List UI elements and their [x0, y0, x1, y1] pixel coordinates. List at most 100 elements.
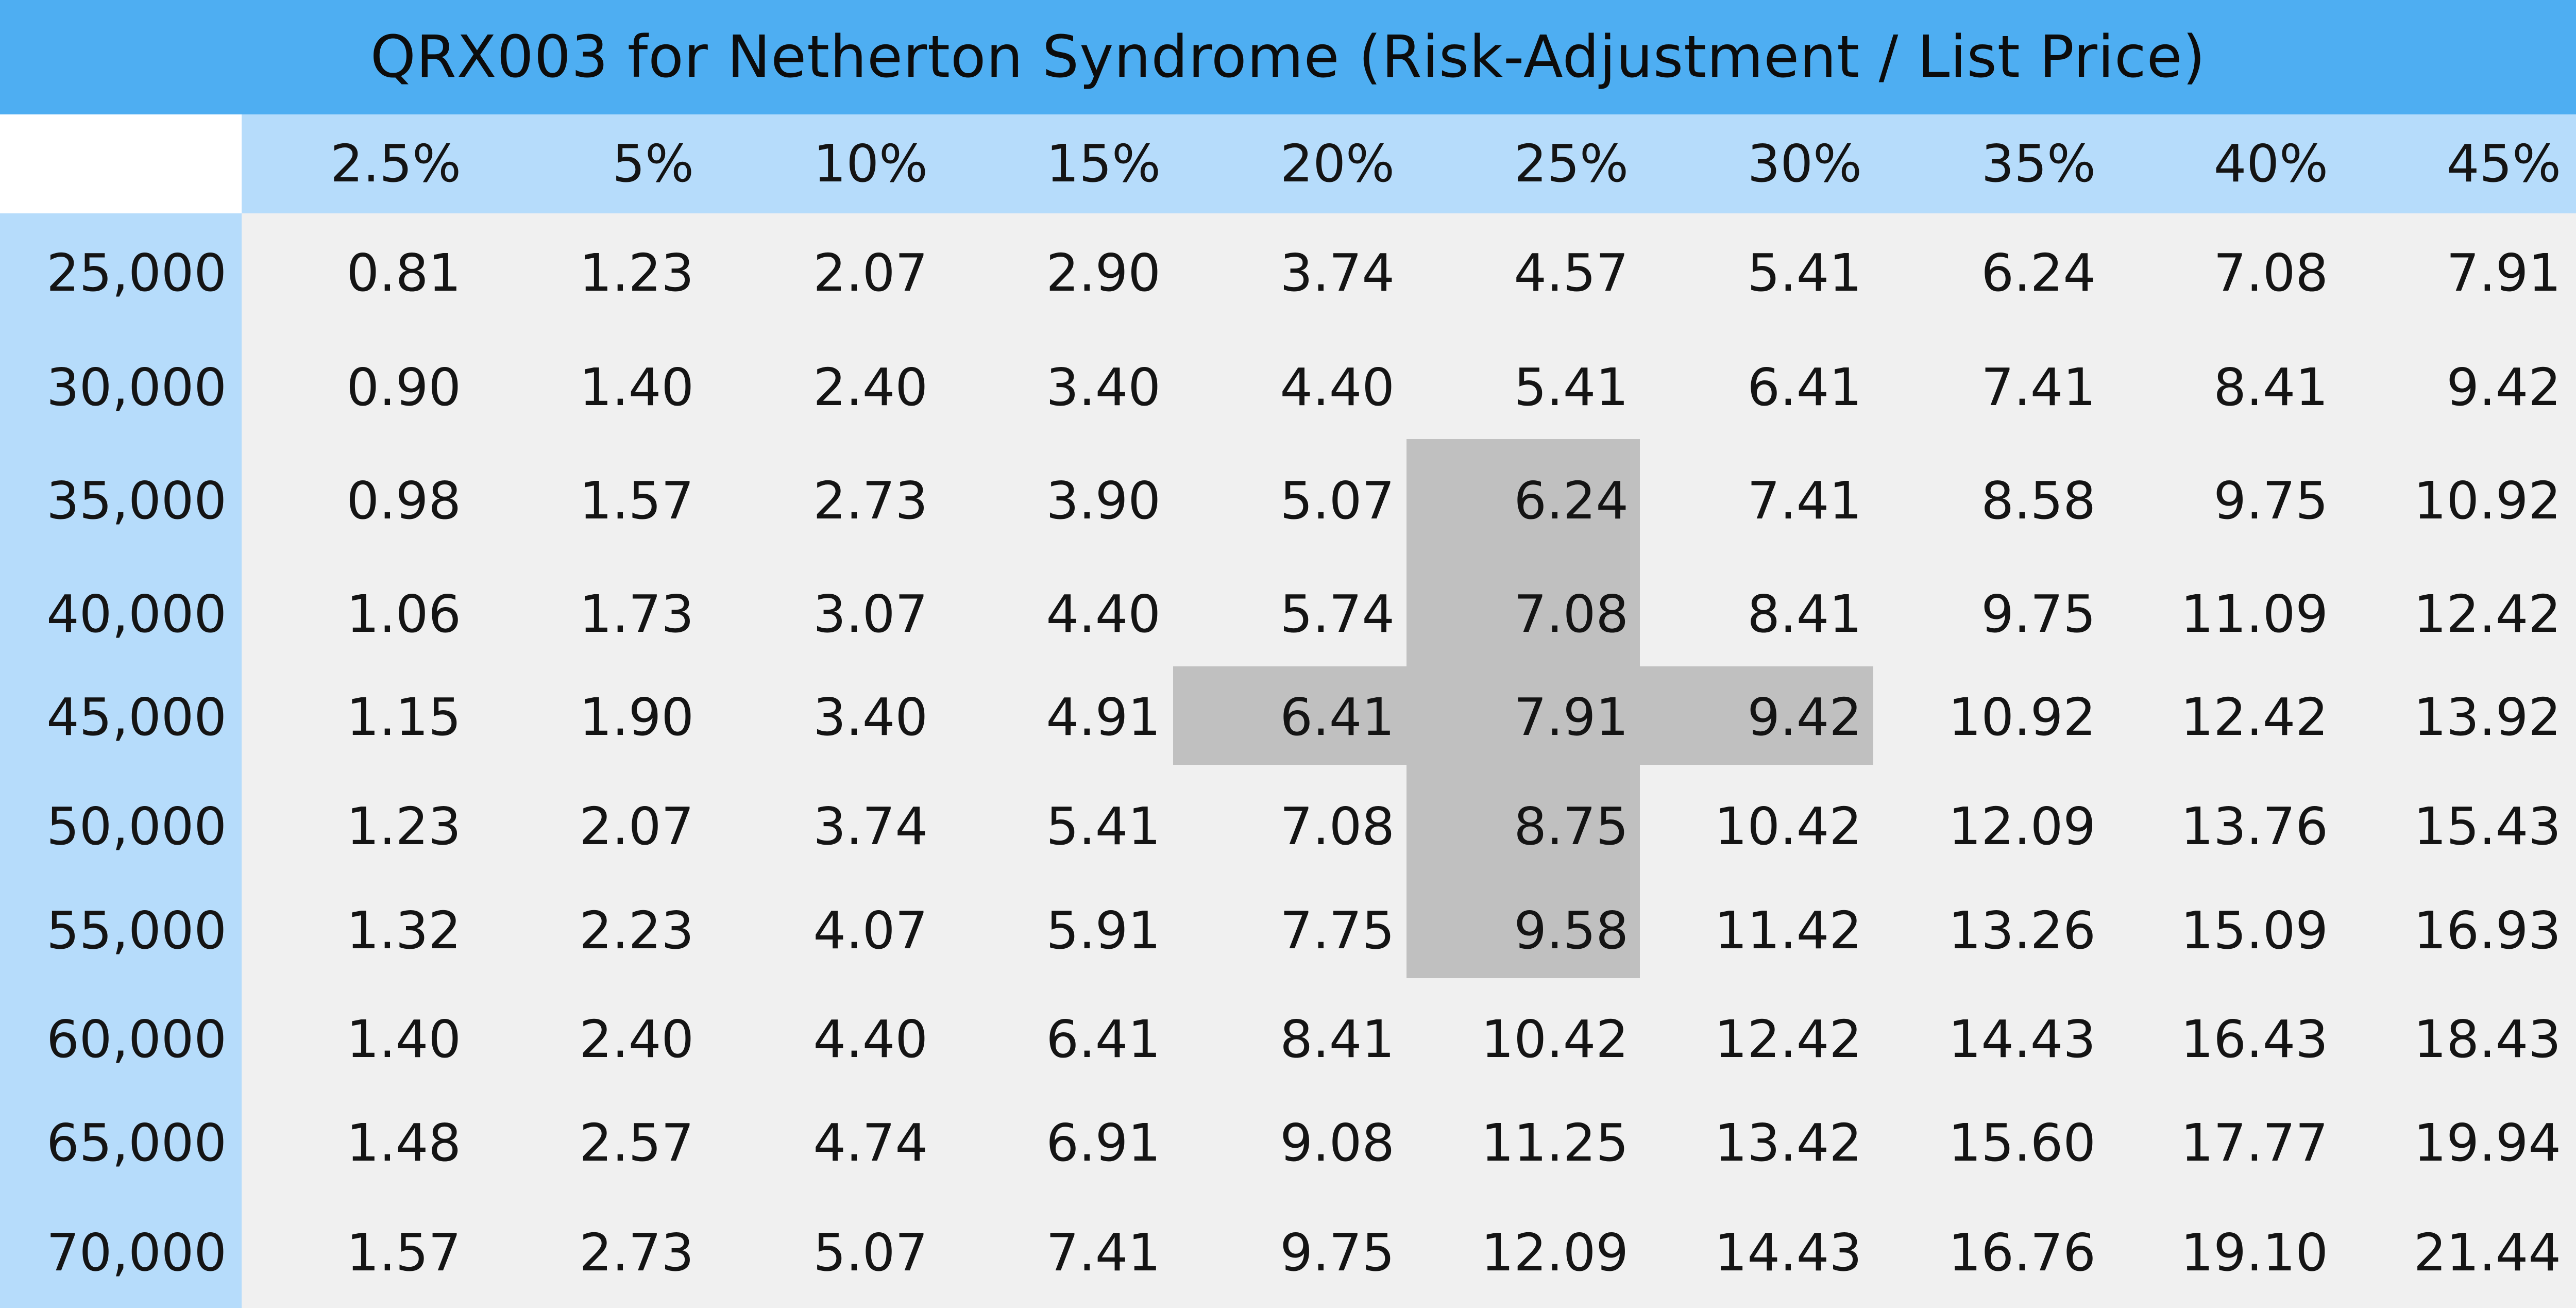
- table-cell: 8.41: [1747, 584, 1862, 644]
- table-cell: 7.91: [2446, 243, 2561, 303]
- table-cell: 7.91: [1514, 687, 1629, 747]
- table-cell: 7.08: [1514, 584, 1629, 644]
- table-cell: 2.40: [579, 1009, 694, 1069]
- table-cell: 15.09: [2180, 900, 2328, 961]
- table-cell: 1.32: [346, 900, 461, 961]
- highlight-block: [1406, 439, 1640, 553]
- table-cell: 1.40: [579, 357, 694, 417]
- table-cell: 12.42: [2413, 584, 2561, 644]
- table-cell: 2.07: [579, 796, 694, 857]
- corner-cell: [0, 114, 242, 213]
- column-header: 35%: [1981, 133, 2096, 194]
- table-cell: 2.90: [1046, 243, 1161, 303]
- table-cell: 8.41: [2213, 357, 2328, 417]
- highlight-block: [1173, 666, 1406, 765]
- table-cell: 15.43: [2413, 796, 2561, 857]
- table-cell: 4.07: [813, 900, 928, 961]
- table-cell: 14.43: [1714, 1222, 1862, 1283]
- table-cell: 4.74: [813, 1113, 928, 1173]
- table-cell: 15.60: [1948, 1113, 2096, 1173]
- table-cell: 9.08: [1280, 1113, 1395, 1173]
- table-cell: 2.40: [813, 357, 928, 417]
- table-cell: 11.42: [1714, 900, 1862, 961]
- table-cell: 1.40: [346, 1009, 461, 1069]
- table-cell: 1.15: [346, 687, 461, 747]
- row-header: 65,000: [46, 1113, 227, 1173]
- title-bar: QRX003 for Netherton Syndrome (Risk-Adju…: [0, 0, 2576, 114]
- highlight-block: [1406, 873, 1640, 978]
- table-cell: 2.57: [579, 1113, 694, 1173]
- table-cell: 21.44: [2413, 1222, 2561, 1283]
- row-header: 60,000: [46, 1009, 227, 1069]
- table-cell: 0.90: [346, 357, 461, 417]
- table-cell: 4.57: [1514, 243, 1629, 303]
- column-header: 40%: [2213, 133, 2328, 194]
- table-cell: 10.92: [2413, 471, 2561, 531]
- table-cell: 0.81: [346, 243, 461, 303]
- table-cell: 16.43: [2180, 1009, 2328, 1069]
- column-header: 10%: [813, 133, 928, 194]
- table-cell: 2.73: [579, 1222, 694, 1283]
- table-cell: 5.41: [1514, 357, 1629, 417]
- row-header: 40,000: [46, 584, 227, 644]
- table-cell: 2.07: [813, 243, 928, 303]
- table-cell: 17.77: [2180, 1113, 2328, 1173]
- table-cell: 1.90: [579, 687, 694, 747]
- table-cell: 4.40: [813, 1009, 928, 1069]
- table-cell: 9.42: [2446, 357, 2561, 417]
- table-cell: 13.42: [1714, 1113, 1862, 1173]
- table-cell: 2.73: [813, 471, 928, 531]
- row-header: 25,000: [46, 243, 227, 303]
- row-header-band: [0, 213, 242, 1308]
- table-cell: 7.75: [1280, 900, 1395, 961]
- table-cell: 6.91: [1046, 1113, 1161, 1173]
- highlight-block: [1406, 666, 1640, 765]
- column-header: 15%: [1046, 133, 1161, 194]
- table-cell: 1.57: [346, 1222, 461, 1283]
- table-cell: 9.75: [1280, 1222, 1395, 1283]
- column-header: 45%: [2446, 133, 2561, 194]
- table-cell: 10.92: [1948, 687, 2096, 747]
- highlight-block: [1406, 765, 1640, 873]
- table-cell: 5.41: [1046, 796, 1161, 857]
- row-header: 50,000: [46, 796, 227, 857]
- column-header: 20%: [1280, 133, 1395, 194]
- table-cell: 5.41: [1747, 243, 1862, 303]
- table-cell: 1.06: [346, 584, 461, 644]
- table-cell: 1.23: [579, 243, 694, 303]
- row-header: 35,000: [46, 471, 227, 531]
- table-cell: 12.42: [1714, 1009, 1862, 1069]
- table-cell: 5.74: [1280, 584, 1395, 644]
- table-cell: 3.90: [1046, 471, 1161, 531]
- table-cell: 6.24: [1514, 471, 1629, 531]
- table-cell: 4.91: [1046, 687, 1161, 747]
- row-header: 45,000: [46, 687, 227, 747]
- table-cell: 3.74: [813, 796, 928, 857]
- row-header: 30,000: [46, 357, 227, 417]
- table-cell: 4.40: [1280, 357, 1395, 417]
- table-cell: 9.75: [1981, 584, 2096, 644]
- column-header: 2.5%: [330, 133, 461, 194]
- table-cell: 13.92: [2413, 687, 2561, 747]
- table-cell: 19.94: [2413, 1113, 2561, 1173]
- table-cell: 13.76: [2180, 796, 2328, 857]
- table-cell: 6.41: [1046, 1009, 1161, 1069]
- table-cell: 12.09: [1948, 796, 2096, 857]
- table-cell: 6.41: [1280, 687, 1395, 747]
- table-title: QRX003 for Netherton Syndrome (Risk-Adju…: [370, 24, 2206, 91]
- table-cell: 8.58: [1981, 471, 2096, 531]
- table-cell: 14.43: [1948, 1009, 2096, 1069]
- table-cell: 3.07: [813, 584, 928, 644]
- table-cell: 1.73: [579, 584, 694, 644]
- table-cell: 7.08: [2213, 243, 2328, 303]
- table-cell: 16.93: [2413, 900, 2561, 961]
- column-header: 5%: [612, 133, 694, 194]
- table-cell: 12.42: [2180, 687, 2328, 747]
- table-cell: 6.24: [1981, 243, 2096, 303]
- table-cell: 6.41: [1747, 357, 1862, 417]
- row-header: 55,000: [46, 900, 227, 961]
- table-cell: 1.23: [346, 796, 461, 857]
- table-cell: 5.07: [813, 1222, 928, 1283]
- table-cell: 5.07: [1280, 471, 1395, 531]
